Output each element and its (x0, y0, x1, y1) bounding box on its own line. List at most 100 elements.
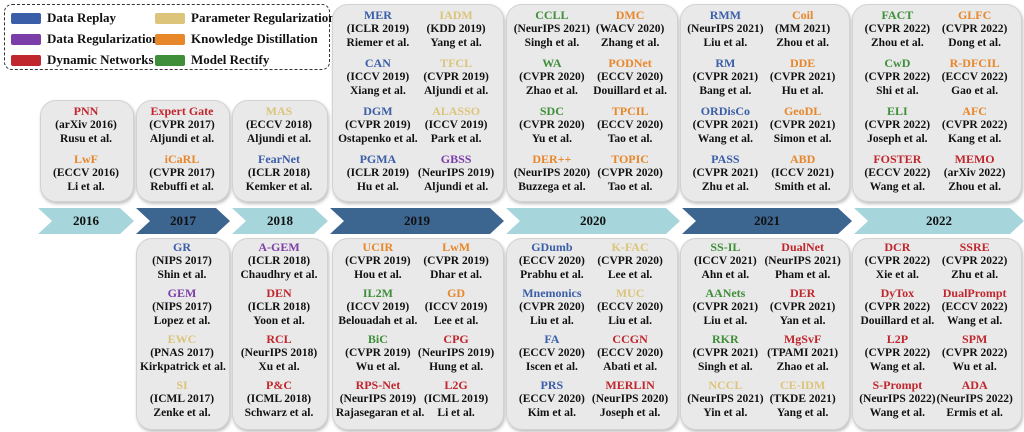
method-authors: Wang et al. (869, 181, 925, 193)
method-authors: Zhu et al. (951, 269, 999, 281)
method-name: DualPrompt (942, 286, 1007, 300)
method-dualprompt: DualPrompt (ECCV 2022) Wang et al. (933, 286, 1017, 328)
method-name: WA (542, 56, 562, 70)
method-name: Coil (791, 8, 814, 22)
method-alasso: ALASSO (ICCV 2019) Park et al. (414, 104, 498, 146)
method-venue: (NeurIPS 2021) (513, 23, 591, 35)
method-venue: (NeurIPS 2020) (513, 167, 591, 179)
method-authors: Buzzega et al. (518, 181, 586, 193)
method-name: L2P (886, 332, 909, 346)
method-name: EWC (167, 332, 197, 346)
method-aanets: AANets (CVPR 2021) Liu et al. (683, 286, 767, 328)
method-name: iCaRL (164, 152, 200, 166)
method-name: GDumb (531, 240, 573, 254)
method-authors: Shi et al. (876, 85, 919, 97)
method-icarl: iCaRL (CVPR 2017) Rebuffi et al. (140, 152, 224, 194)
method-memo: MEMO (arXiv 2022) Zhou et al. (933, 152, 1017, 194)
method-pass: PASS (CVPR 2021) Zhu et al. (683, 152, 767, 194)
method-venue: (ECCV 2020) (597, 347, 664, 359)
method-venue: (CVPR 2019) (345, 255, 411, 267)
method-venue: (ICLR 2018) (247, 301, 311, 313)
method-si: SI (ICML 2017) Zenke et al. (140, 378, 224, 420)
method-name: CCLL (535, 8, 569, 22)
method-name: DualNet (781, 240, 824, 254)
method-abd: ABD (ICCV 2021) Smith et al. (761, 152, 845, 194)
method-tfcl: TFCL (CVPR 2019) Aljundi et al. (414, 56, 498, 98)
method-venue: (PNAS 2017) (150, 347, 214, 359)
method-p-c: P&C (ICML 2018) Schwarz et al. (237, 378, 321, 420)
method-venue: (CVPR 2019) (345, 119, 411, 131)
method-pgma: PGMA (ICLR 2019) Hu et al. (336, 152, 420, 194)
method-name: Mnemonics (522, 286, 582, 300)
method-name: DGM (363, 104, 393, 118)
method-name: CE-IDM (779, 378, 826, 392)
method-venue: (ICCV 2019) (346, 301, 410, 313)
method-name: MER (363, 8, 392, 22)
timeline-segment-2021: 2021 (682, 208, 852, 234)
method-authors: Singh et al. (698, 361, 753, 373)
method-glfc: GLFC (CVPR 2022) Dong et al. (933, 8, 1017, 50)
method-authors: Douillard et al. (860, 315, 935, 327)
method-venue: (CVPR 2019) (345, 347, 411, 359)
method-venue: (CVPR 2017) (149, 119, 215, 131)
method-iadm: IADM (KDD 2019) Yang et al. (414, 8, 498, 50)
method-venue: (CVPR 2021) (692, 167, 759, 179)
method-authors: Lopez et al. (153, 315, 211, 327)
method-venue: (CVPR 2021) (769, 71, 836, 83)
method-foster: FOSTER (ECCV 2022) Wang et al. (855, 152, 939, 194)
method-venue: (NeurIPS 2021) (687, 23, 764, 35)
method-name: AANets (705, 286, 746, 300)
method-venue: (WACV 2020) (595, 23, 665, 35)
method-dde: DDE (CVPR 2021) Hu et al. (761, 56, 845, 98)
method-venue: (NeurIPS 2021) (764, 255, 841, 267)
method-authors: Bang et al. (699, 85, 752, 97)
method-venue: (ICML 2017) (149, 393, 215, 405)
timeline-segment-2016: 2016 (38, 208, 134, 234)
method-authors: Xie et al. (875, 269, 919, 281)
method-venue: (CVPR 2022) (864, 255, 931, 267)
method-authors: Chaudhry et al. (240, 269, 318, 281)
method-authors: Yin et al. (703, 407, 748, 419)
method-authors: Zhao et al. (525, 85, 578, 97)
method-venue: (ECCV 2022) (864, 167, 931, 179)
method-authors: Liu et al. (703, 315, 748, 327)
timeline-year-label: 2016 (73, 213, 99, 228)
method-venue: (ICLR 2019) (346, 23, 410, 35)
method-gd: GD (ICCV 2019) Lee et al. (414, 286, 498, 328)
method-venue: (ECCV 2020) (597, 119, 664, 131)
method-name: SPM (961, 332, 988, 346)
method-authors: Dong et al. (948, 37, 1001, 49)
method-name: CCGN (612, 332, 648, 346)
method-authors: Prabhu et al. (520, 269, 584, 281)
method-authors: Riemer et al. (346, 37, 410, 49)
method-name: GBSS (440, 152, 472, 166)
method-name: GEM (167, 286, 197, 300)
method-authors: Li et al. (437, 407, 475, 419)
method-authors: Liu et al. (703, 37, 748, 49)
method-venue: (ICCV 2019) (424, 301, 488, 313)
method-venue: (ICLR 2018) (247, 255, 311, 267)
method-authors: Hung et al. (429, 361, 484, 373)
method-name: P&C (266, 378, 292, 392)
method-den: DEN (ICLR 2018) Yoon et al. (237, 286, 321, 328)
method-authors: Wu et al. (355, 361, 400, 373)
legend-label: Parameter Regularization (191, 10, 336, 25)
legend: Data Replay Parameter Regularization Data … (4, 4, 336, 70)
method-venue: (NeurIPS 2021) (687, 393, 764, 405)
method-authors: Zhao et al. (776, 361, 829, 373)
method-venue: (ICCV 2021) (771, 167, 834, 179)
method-name: NCCL (708, 378, 743, 392)
method-authors: Hu et al. (781, 85, 824, 97)
method-authors: Tao et al. (607, 133, 653, 145)
method-authors: Zhou et al. (948, 181, 1001, 193)
method-venue: (CVPR 2020) (597, 255, 663, 267)
method-authors: Aljundi et al. (423, 181, 489, 193)
method-authors: Ostapenko et al. (338, 133, 418, 145)
timeline-year-label: 2018 (267, 213, 293, 228)
method-dcr: DCR (CVPR 2022) Xie et al. (855, 240, 939, 282)
legend-label: Data Replay (47, 10, 116, 25)
timeline-year-label: 2019 (404, 213, 430, 228)
method-merlin: MERLIN (NeurIPS 2020) Joseph et al. (588, 378, 672, 420)
method-s-prompt: S-Prompt (NeurIPS 2022) Wang et al. (855, 378, 939, 420)
method-name: PNN (73, 104, 99, 118)
